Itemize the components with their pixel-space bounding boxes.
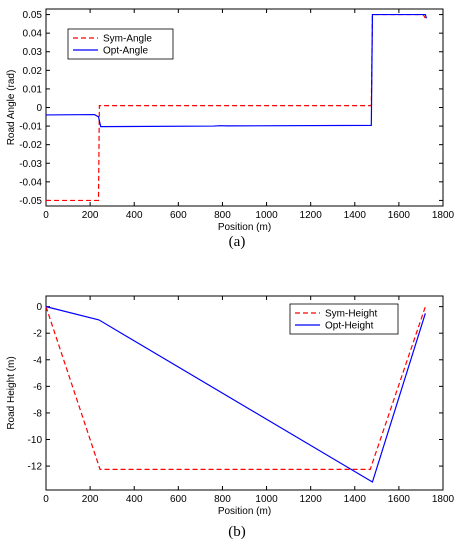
y-tick-label: -0.02 (19, 140, 42, 151)
x-tick-label: 800 (214, 494, 231, 505)
x-tick-label: 1600 (388, 494, 411, 505)
panel-caption: (b) (228, 524, 246, 540)
panel-caption: (a) (229, 234, 246, 250)
y-tick-label: -0.01 (19, 122, 42, 133)
x-tick-label: 1200 (300, 210, 323, 221)
x-tick-label: 0 (43, 494, 49, 505)
x-tick-label: 1000 (255, 494, 278, 505)
y-tick-label: 0.02 (23, 66, 43, 77)
x-tick-label: 1200 (300, 494, 323, 505)
legend-box (67, 28, 174, 60)
legend-label: Sym-Height (325, 309, 377, 320)
y-tick-label: 0.04 (23, 29, 43, 40)
x-tick-label: 600 (170, 494, 187, 505)
y-axis-label: Road Angle (rad) (6, 70, 17, 146)
legend-box (289, 303, 399, 335)
y-tick-label: 0 (36, 302, 42, 313)
x-tick-label: 1400 (344, 494, 367, 505)
y-tick-label: 0.03 (23, 47, 43, 58)
x-tick-label: 600 (170, 210, 187, 221)
series-line-opt-height (45, 306, 426, 483)
x-tick-label: 1600 (388, 210, 411, 221)
y-tick-label: -0.04 (19, 177, 42, 188)
legend-label: Opt-Height (325, 321, 374, 332)
x-tick-label: 0 (43, 210, 49, 221)
y-tick-label: -2 (33, 329, 42, 340)
chart-panel-a: 0 200 400 600 800 1000 1200 1400 1600 1800 -0.05 -0… (6, 8, 455, 250)
y-tick-label: -6 (33, 382, 42, 393)
y-tick-label: 0.01 (23, 84, 43, 95)
y-tick-label: -10 (28, 435, 43, 446)
y-axis-label: Road Height (m) (6, 356, 17, 429)
legend-label: Opt-Angle (103, 46, 148, 57)
plot-area (45, 295, 444, 491)
x-tick-label: 1000 (255, 210, 278, 221)
x-tick-label: 200 (82, 494, 99, 505)
x-tick-label: 1800 (432, 494, 455, 505)
x-tick-label: 400 (126, 494, 143, 505)
series-line-sym-height (45, 306, 426, 470)
x-tick-label: 1800 (432, 210, 455, 221)
x-tick-label: 200 (82, 210, 99, 221)
y-tick-label: -0.05 (19, 196, 42, 207)
x-tick-label: 400 (126, 210, 143, 221)
series-line-opt-angle (45, 13, 428, 128)
legend-label: Sym-Angle (103, 34, 152, 45)
y-tick-label: -12 (28, 462, 43, 473)
y-tick-label: 0 (36, 103, 42, 114)
y-tick-label: -0.03 (19, 159, 42, 170)
y-tick-label: -4 (33, 355, 42, 366)
x-tick-label: 800 (214, 210, 231, 221)
x-tick-label: 1400 (344, 210, 367, 221)
x-axis-label: Position (m) (218, 506, 271, 517)
x-axis-label: Position (m) (218, 222, 271, 233)
y-tick-label: -8 (33, 408, 42, 419)
chart-panel-b: 0 200 400 600 800 1000 1200 1400 1600 1800 -12 -10 -… (6, 295, 455, 540)
y-tick-label: 0.05 (23, 10, 43, 21)
